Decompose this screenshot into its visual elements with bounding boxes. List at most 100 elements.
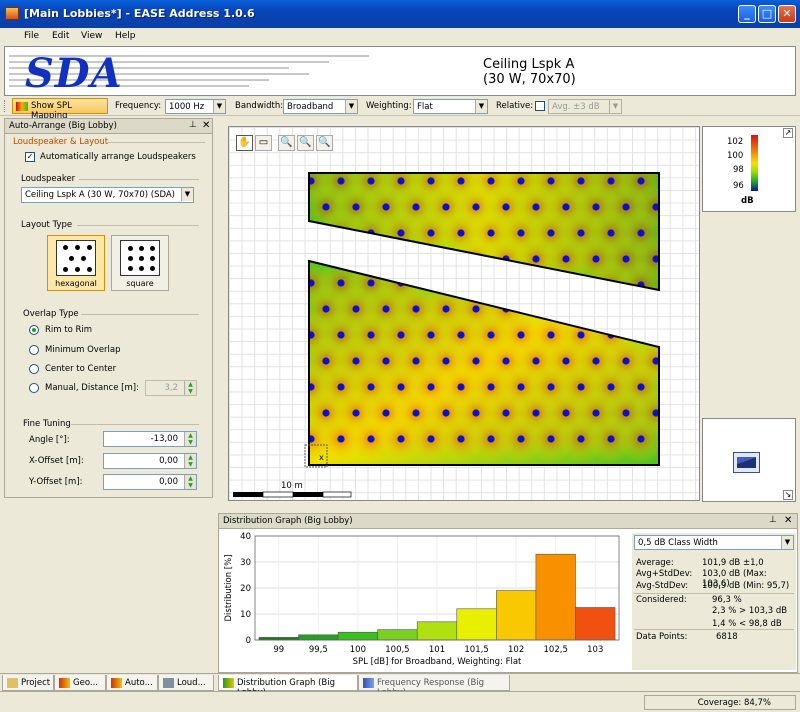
frequency-select[interactable]: 1000 Hz ▼ <box>165 99 226 114</box>
loudspeaker-marker[interactable] <box>472 255 480 263</box>
loudspeaker-marker[interactable] <box>652 357 659 365</box>
loudspeaker-marker[interactable] <box>472 203 480 211</box>
loudspeaker-marker[interactable] <box>352 409 360 417</box>
pin-icon[interactable]: ⊥ <box>769 515 777 525</box>
minimap-viewport[interactable] <box>733 452 760 473</box>
overview-minimap[interactable]: ↘ <box>702 418 796 502</box>
loudspeaker-marker[interactable] <box>457 229 465 237</box>
toolbar-grip[interactable] <box>4 100 7 112</box>
loudspeaker-marker[interactable] <box>457 435 465 443</box>
loudspeaker-marker[interactable] <box>547 177 555 185</box>
loudspeaker-marker[interactable] <box>592 255 600 263</box>
loudspeaker-marker[interactable] <box>607 229 615 237</box>
xoffset-input[interactable]: 0,00 ▲ ▼ <box>103 453 197 469</box>
loudspeaker-marker[interactable] <box>532 409 540 417</box>
layout-square-button[interactable]: square <box>111 235 169 291</box>
show-spl-mapping-button[interactable]: Show SPL Mapping <box>12 98 108 121</box>
tab-distribution-graph[interactable]: Distribution Graph (Big Lobby) <box>218 675 358 698</box>
loudspeaker-marker[interactable] <box>427 177 435 185</box>
hand-tool-icon[interactable]: ✋ <box>236 135 253 151</box>
loudspeaker-marker[interactable] <box>562 409 570 417</box>
zoom-out-icon[interactable]: 🔍 <box>316 135 333 151</box>
angle-input[interactable]: -13,00 ▲ ▼ <box>103 431 197 447</box>
loudspeaker-marker[interactable] <box>607 383 615 391</box>
loudspeaker-marker[interactable] <box>517 229 525 237</box>
loudspeaker-marker[interactable] <box>637 383 645 391</box>
loudspeaker-marker[interactable] <box>577 331 585 339</box>
loudspeaker-marker[interactable] <box>397 229 405 237</box>
close-icon[interactable]: ✕ <box>202 120 211 131</box>
spinner-icon[interactable]: ▲ ▼ <box>184 381 196 395</box>
loudspeaker-marker[interactable] <box>337 279 345 287</box>
minimize-button[interactable]: _ <box>738 5 756 23</box>
loudspeaker-marker[interactable] <box>622 255 630 263</box>
loudspeaker-marker[interactable] <box>337 435 345 443</box>
loudspeaker-marker[interactable] <box>352 357 360 365</box>
loudspeaker-marker[interactable] <box>457 177 465 185</box>
loudspeaker-marker[interactable] <box>367 383 375 391</box>
loudspeaker-marker[interactable] <box>652 255 659 263</box>
loudspeaker-select[interactable]: Ceiling Lspk A (30 W, 70x70) (SDA) ▼ <box>21 187 194 203</box>
loudspeaker-marker[interactable] <box>472 357 480 365</box>
loudspeaker-marker[interactable] <box>382 357 390 365</box>
loudspeaker-marker[interactable] <box>502 409 510 417</box>
loudspeaker-marker[interactable] <box>457 383 465 391</box>
loudspeaker-marker[interactable] <box>487 435 495 443</box>
overlap-minimum-radio[interactable] <box>29 345 39 355</box>
loudspeaker-marker[interactable] <box>397 435 405 443</box>
resize-icon[interactable]: ↘ <box>783 490 793 500</box>
loudspeaker-marker[interactable] <box>442 203 450 211</box>
bandwidth-select[interactable]: Broadband ▼ <box>283 99 358 114</box>
loudspeaker-marker[interactable] <box>442 305 450 313</box>
loudspeaker-marker[interactable] <box>427 383 435 391</box>
overlap-rim-to-rim-radio[interactable] <box>29 325 39 335</box>
loudspeaker-marker[interactable] <box>367 435 375 443</box>
loudspeaker-marker[interactable] <box>577 383 585 391</box>
loudspeaker-marker[interactable] <box>322 305 330 313</box>
loudspeaker-marker[interactable] <box>412 409 420 417</box>
loudspeaker-marker[interactable] <box>562 255 570 263</box>
overlap-manual-radio[interactable] <box>29 383 39 393</box>
loudspeaker-marker[interactable] <box>472 409 480 417</box>
loudspeaker-marker[interactable] <box>337 383 345 391</box>
loudspeaker-marker[interactable] <box>442 357 450 365</box>
loudspeaker-marker[interactable] <box>487 331 495 339</box>
loudspeaker-marker[interactable] <box>577 435 585 443</box>
menu-view[interactable]: View <box>81 31 103 41</box>
loudspeaker-marker[interactable] <box>397 331 405 339</box>
loudspeaker-marker[interactable] <box>487 229 495 237</box>
loudspeaker-marker[interactable] <box>637 177 645 185</box>
close-icon[interactable]: ✕ <box>784 515 793 526</box>
loudspeaker-marker[interactable] <box>472 305 480 313</box>
loudspeaker-marker[interactable] <box>397 177 405 185</box>
yoffset-input[interactable]: 0,00 ▲ ▼ <box>103 474 197 490</box>
loudspeaker-marker[interactable] <box>382 203 390 211</box>
spinner-icon[interactable]: ▲ ▼ <box>184 475 196 489</box>
relative-select[interactable]: Avg. ±3 dB ▼ <box>548 99 622 114</box>
loudspeaker-marker[interactable] <box>367 177 375 185</box>
loudspeaker-marker[interactable] <box>337 331 345 339</box>
loudspeaker-marker[interactable] <box>547 229 555 237</box>
expand-icon[interactable]: ↗ <box>783 128 793 138</box>
loudspeaker-marker[interactable] <box>397 383 405 391</box>
menu-edit[interactable]: Edit <box>52 31 70 41</box>
manual-distance-input[interactable]: 3,2 ▲ ▼ <box>145 380 197 396</box>
auto-arrange-checkbox[interactable]: ✓ <box>25 152 35 162</box>
tab-frequency-response[interactable]: Frequency Response (Big Lobby) <box>358 675 510 698</box>
loudspeaker-marker[interactable] <box>367 331 375 339</box>
loudspeaker-marker[interactable] <box>487 383 495 391</box>
origin-marker[interactable] <box>304 444 328 468</box>
loudspeaker-marker[interactable] <box>412 357 420 365</box>
loudspeaker-marker[interactable] <box>577 229 585 237</box>
loudspeaker-marker[interactable] <box>517 331 525 339</box>
loudspeaker-marker[interactable] <box>532 203 540 211</box>
overlap-center-radio[interactable] <box>29 364 39 374</box>
zoom-icon[interactable]: 🔍 <box>278 135 295 151</box>
loudspeaker-marker[interactable] <box>592 203 600 211</box>
loudspeaker-marker[interactable] <box>322 409 330 417</box>
menu-help[interactable]: Help <box>115 31 136 41</box>
loudspeaker-marker[interactable] <box>607 281 615 289</box>
loudspeaker-marker[interactable] <box>622 409 630 417</box>
loudspeaker-marker[interactable] <box>517 435 525 443</box>
loudspeaker-marker[interactable] <box>352 203 360 211</box>
